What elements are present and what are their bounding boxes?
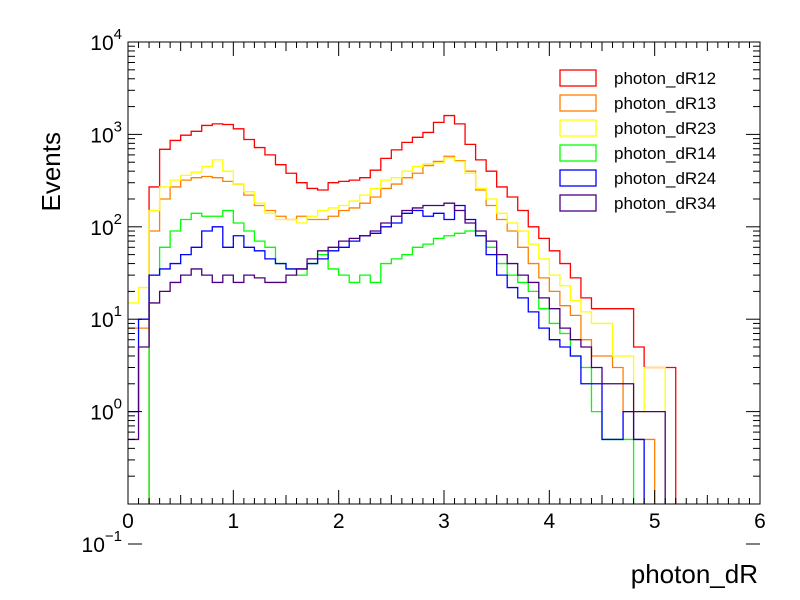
- axis-ticks: [127, 42, 761, 545]
- y-tick-label: 10−1: [82, 528, 122, 557]
- histogram-series-layer: [128, 114, 677, 504]
- y-tick-label: 100: [90, 396, 122, 425]
- legend: photon_dR12 photon_dR13 photon_dR23 photon_…: [559, 69, 716, 213]
- x-tick-label: 4: [543, 510, 555, 533]
- x-tick-label: 1: [227, 510, 239, 533]
- y-axis-label: Events: [36, 132, 66, 212]
- x-tick-label: 5: [649, 510, 661, 533]
- legend-label-photon-dr13: photon_dR13: [614, 94, 716, 113]
- series-line-photon-dr12: [148, 114, 677, 504]
- y-tick-label: 103: [90, 118, 122, 147]
- x-tick-labels: 0 1 2 3 4 5 6: [122, 510, 766, 533]
- y-tick-label: 102: [90, 211, 122, 240]
- x-tick-label: 6: [754, 510, 766, 533]
- legend-swatch-photon-dr34: [559, 194, 597, 212]
- legend-swatch-photon-dr23: [559, 119, 597, 137]
- legend-label-photon-dr23: photon_dR23: [614, 119, 716, 138]
- legend-swatch-photon-dr12: [559, 69, 597, 87]
- legend-swatch-photon-dr13: [559, 94, 597, 112]
- y-tick-label: 104: [90, 26, 122, 55]
- series-line-photon-dr34: [128, 202, 666, 504]
- legend-swatch-photon-dr14: [559, 144, 597, 162]
- series-line-photon-dr14: [148, 209, 635, 504]
- series-line-photon-dr13: [128, 155, 656, 504]
- x-tick-label: 3: [438, 510, 450, 533]
- x-tick-label: 0: [122, 510, 134, 533]
- legend-label-photon-dr14: photon_dR14: [614, 144, 716, 163]
- legend-label-photon-dr34: photon_dR34: [614, 194, 716, 213]
- series-line-photon-dr23: [128, 157, 666, 504]
- x-tick-label: 2: [333, 510, 345, 533]
- y-tick-labels: 10−1 100 101 102 103 104: [82, 26, 122, 557]
- legend-label-photon-dr12: photon_dR12: [614, 69, 716, 88]
- legend-swatch-photon-dr24: [559, 169, 597, 187]
- x-axis-label: photon_dR: [631, 559, 758, 589]
- legend-label-photon-dr24: photon_dR24: [614, 169, 716, 188]
- y-tick-label: 101: [90, 303, 122, 332]
